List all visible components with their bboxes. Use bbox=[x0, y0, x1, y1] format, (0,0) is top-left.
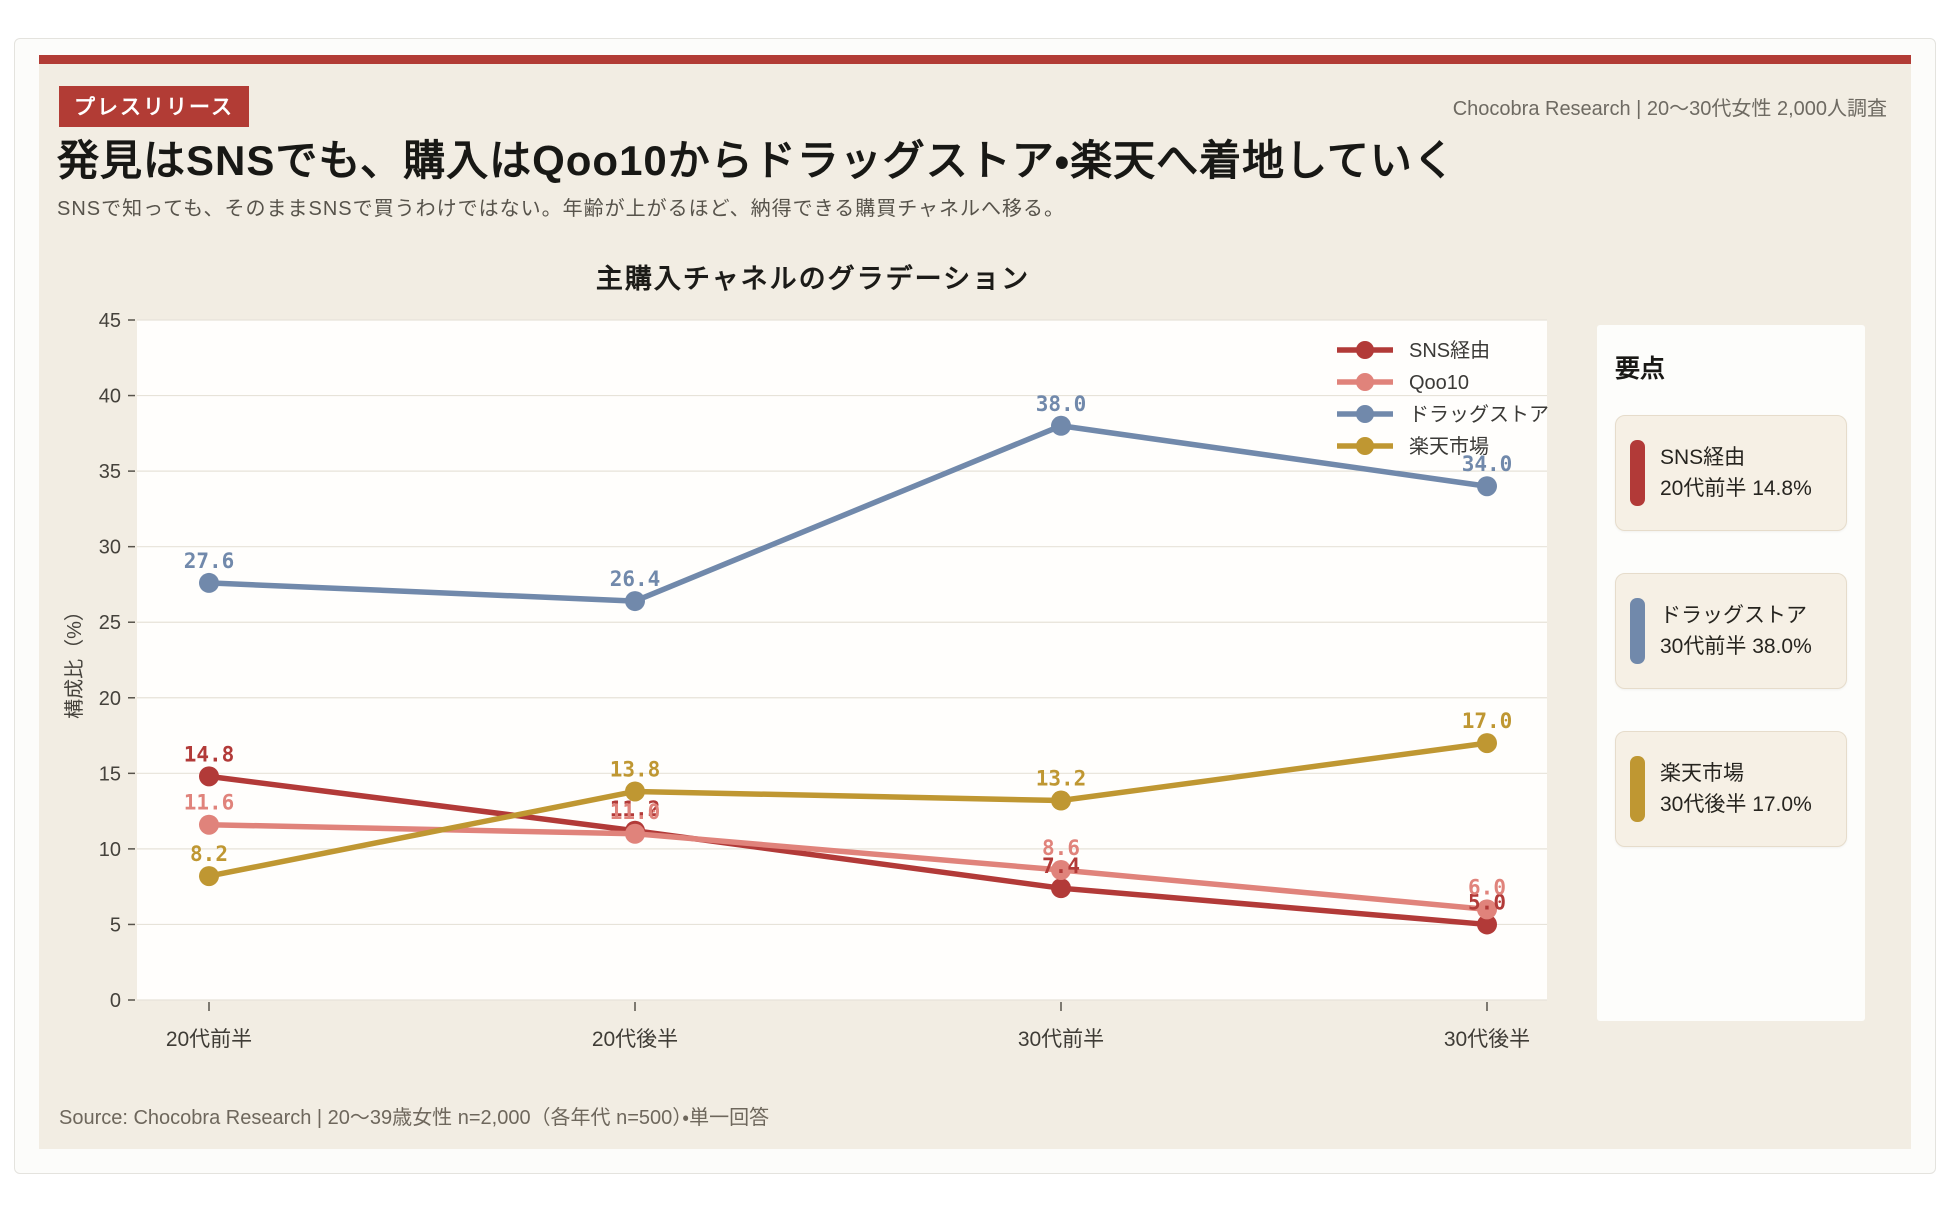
key-point-text: ドラッグストア 30代前半 38.0% bbox=[1660, 600, 1812, 663]
svg-text:38.0: 38.0 bbox=[1036, 392, 1087, 416]
svg-text:11.2: 11.2 bbox=[610, 797, 661, 821]
svg-text:26.4: 26.4 bbox=[610, 567, 661, 591]
svg-text:5: 5 bbox=[110, 915, 121, 937]
svg-text:40: 40 bbox=[99, 386, 121, 408]
svg-text:5.0: 5.0 bbox=[1468, 891, 1506, 915]
svg-text:11.0: 11.0 bbox=[610, 800, 661, 824]
svg-text:構成比（%）: 構成比（%） bbox=[63, 601, 86, 719]
svg-text:8.6: 8.6 bbox=[1042, 836, 1080, 860]
svg-text:45: 45 bbox=[99, 310, 121, 332]
svg-text:7.4: 7.4 bbox=[1042, 854, 1080, 878]
svg-text:ドラッグストア: ドラッグストア bbox=[1409, 403, 1549, 426]
page-subtitle: SNSで知っても、そのままSNSで買うわけではない。年齢が上がるほど、納得できる… bbox=[57, 198, 1066, 221]
press-release-badge: プレスリリース bbox=[59, 86, 249, 127]
svg-text:13.2: 13.2 bbox=[1036, 767, 1087, 791]
research-meta: Chocobra Research | 20〜30代女性 2,000人調査 bbox=[1452, 98, 1887, 120]
svg-text:6.0: 6.0 bbox=[1468, 876, 1506, 900]
svg-text:30代後半: 30代後半 bbox=[1444, 1028, 1530, 1051]
rakuten-color-bar bbox=[1630, 756, 1645, 823]
press-release-card: プレスリリース Chocobra Research | 20〜30代女性 2,0… bbox=[14, 38, 1936, 1174]
svg-text:11.6: 11.6 bbox=[184, 791, 235, 815]
key-point-name: ドラッグストア bbox=[1660, 603, 1807, 627]
svg-text:楽天市場: 楽天市場 bbox=[1409, 435, 1489, 458]
svg-text:0: 0 bbox=[110, 990, 121, 1012]
svg-text:25: 25 bbox=[99, 613, 121, 635]
key-point-value: 30代後半 17.0% bbox=[1660, 793, 1812, 817]
svg-text:15: 15 bbox=[99, 764, 121, 786]
svg-text:20: 20 bbox=[99, 688, 121, 710]
key-point-card-rakuten: 楽天市場 30代後半 17.0% bbox=[1615, 731, 1847, 848]
svg-text:8.2: 8.2 bbox=[190, 842, 228, 866]
svg-text:Qoo10: Qoo10 bbox=[1409, 372, 1469, 394]
chart-section: 主購入チャネルのグラデーション 0 5 10 15 20 25 30 35 40 45 20代前半 2… bbox=[57, 253, 1893, 1095]
svg-text:10: 10 bbox=[99, 839, 121, 861]
svg-text:27.6: 27.6 bbox=[184, 549, 235, 573]
svg-text:14.8: 14.8 bbox=[184, 743, 235, 767]
svg-text:35: 35 bbox=[99, 461, 121, 483]
svg-text:34.0: 34.0 bbox=[1462, 453, 1513, 477]
svg-text:SNS経由: SNS経由 bbox=[1409, 339, 1490, 362]
header: プレスリリース Chocobra Research | 20〜30代女性 2,0… bbox=[57, 82, 1893, 221]
source-note: Source: Chocobra Research | 20〜39歳女性 n=2… bbox=[59, 1107, 770, 1130]
key-point-text: 楽天市場 30代後半 17.0% bbox=[1660, 758, 1812, 821]
key-point-name: 楽天市場 bbox=[1660, 761, 1744, 785]
key-point-card-drugstore: ドラッグストア 30代前半 38.0% bbox=[1615, 573, 1847, 690]
chart-column: 主購入チャネルのグラデーション 0 5 10 15 20 25 30 35 40 45 20代前半 2… bbox=[57, 253, 1569, 1095]
key-point-value: 30代前半 38.0% bbox=[1660, 635, 1812, 659]
key-point-name: SNS経由 bbox=[1660, 445, 1746, 469]
svg-text:13.8: 13.8 bbox=[610, 758, 661, 782]
page-title: 発見はSNSでも、購入はQoo10からドラッグストア・楽天へ着地していく bbox=[57, 137, 1456, 184]
svg-text:20代後半: 20代後半 bbox=[592, 1028, 678, 1051]
key-point-text: SNS経由 20代前半 14.8% bbox=[1660, 442, 1812, 505]
sns-color-bar bbox=[1630, 440, 1645, 507]
svg-text:30代前半: 30代前半 bbox=[1018, 1028, 1104, 1051]
key-points-title: 要点 bbox=[1615, 355, 1666, 384]
key-points-panel: 要点 SNS経由 20代前半 14.8% ドラッグストア 30代前半 38.0% bbox=[1597, 325, 1865, 1022]
purchase-channel-line-chart: 0 5 10 15 20 25 30 35 40 45 20代前半 20代後半 30代前半 30代後半 構成… bbox=[63, 310, 1549, 1051]
chart-title: 主購入チャネルのグラデーション bbox=[595, 264, 1031, 295]
svg-text:30: 30 bbox=[99, 537, 121, 559]
key-point-card-sns: SNS経由 20代前半 14.8% bbox=[1615, 415, 1847, 532]
content-panel: プレスリリース Chocobra Research | 20〜30代女性 2,0… bbox=[39, 55, 1911, 1149]
drugstore-color-bar bbox=[1630, 598, 1645, 665]
svg-text:17.0: 17.0 bbox=[1462, 709, 1513, 733]
svg-text:20代前半: 20代前半 bbox=[166, 1028, 252, 1051]
key-point-value: 20代前半 14.8% bbox=[1660, 477, 1812, 501]
